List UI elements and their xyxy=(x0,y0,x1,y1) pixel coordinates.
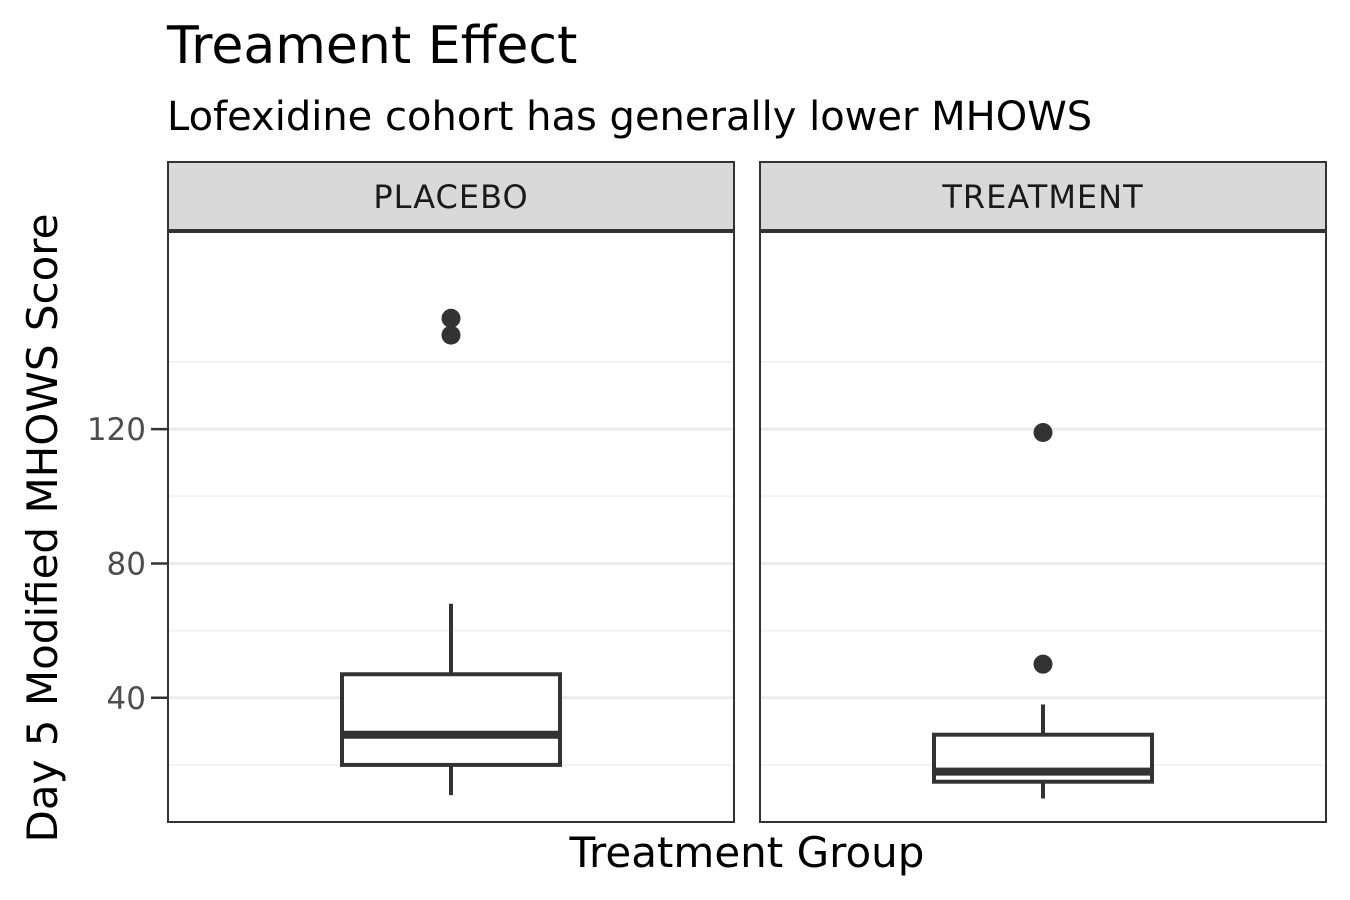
y-tick-label: 40 xyxy=(107,681,146,717)
facet-strip-label: PLACEBO xyxy=(373,178,528,216)
iqr-box xyxy=(340,672,562,767)
x-axis-title: Treatment Group xyxy=(569,828,925,877)
chart-subtitle: Lofexidine cohort has generally lower MH… xyxy=(167,94,1092,140)
chart-title: Treament Effect xyxy=(166,16,577,76)
outlier-point xyxy=(441,308,461,328)
facet-treatment: TREATMENT xyxy=(759,161,1327,823)
facet-strip-label: TREATMENT xyxy=(941,178,1143,216)
facet-placebo: PLACEBO xyxy=(167,161,735,823)
facet-panels: PLACEBO TREATMENT xyxy=(167,161,1327,823)
outlier-point xyxy=(441,325,461,345)
y-tick-label: 80 xyxy=(107,546,146,582)
outlier-point xyxy=(1033,422,1053,442)
outlier-point xyxy=(1033,654,1053,674)
y-tick-label: 120 xyxy=(87,412,146,448)
y-axis-title: Day 5 Modified MHOWS Score xyxy=(18,214,67,843)
y-tick-labels: 40 80 120 xyxy=(87,412,168,717)
facet-strip xyxy=(759,161,1327,232)
